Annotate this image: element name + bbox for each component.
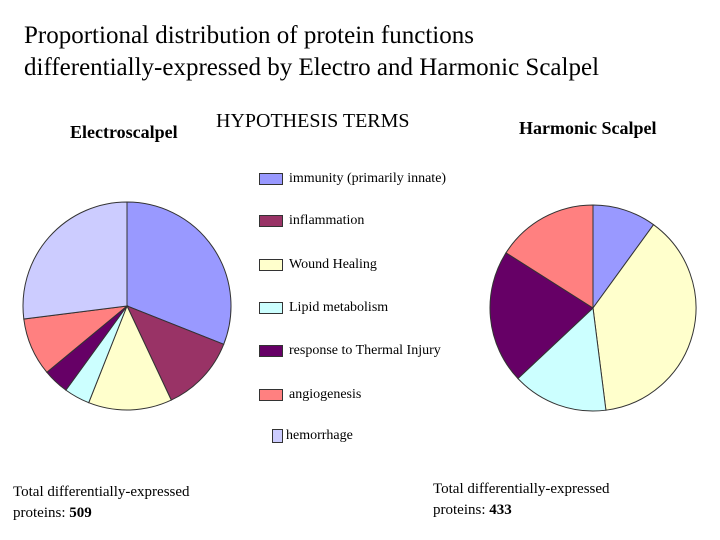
legend-item-angiogenesis: angiogenesis xyxy=(259,386,361,404)
harmonic-scalpel-total: Total differentially-expressed proteins:… xyxy=(433,479,610,521)
title-line-2: differentially-expressed by Electro and … xyxy=(24,54,600,81)
pie-slice-hemorrhage xyxy=(22,201,128,320)
legend-item-hemorrhage: hemorrhage xyxy=(272,427,353,445)
pie-slice-angiogenesis xyxy=(505,204,594,309)
legend-item-inflammation: inflammation xyxy=(259,212,364,230)
legend-label-thermal-injury: response to Thermal Injury xyxy=(289,343,441,358)
legend-label-angiogenesis: angiogenesis xyxy=(289,387,362,402)
pie-slice-lipid-metabolism xyxy=(517,306,607,412)
pie-slice-wound-healing xyxy=(88,304,172,411)
legend-item-immunity: immunity (primarily innate) xyxy=(259,170,446,188)
pie-slice-response-to-thermal-injury xyxy=(489,252,594,380)
legend-swatch-thermal-injury xyxy=(259,345,283,357)
legend-swatch-inflammation xyxy=(259,215,283,227)
electroscalpel-total-label: Total differentially-expressed xyxy=(13,484,190,500)
legend-label-immunity: immunity (primarily innate) xyxy=(289,171,447,186)
electroscalpel-total: Total differentially-expressed proteins:… xyxy=(13,482,190,524)
harmonic-scalpel-total-label: Total differentially-expressed xyxy=(433,481,610,497)
electroscalpel-pie-chart xyxy=(22,201,232,411)
electroscalpel-pie-title: Electroscalpel xyxy=(70,122,178,142)
legend-swatch-angiogenesis xyxy=(259,389,283,401)
legend-swatch-immunity xyxy=(259,173,283,185)
title-line-1: Proportional distribution of protein fun… xyxy=(24,22,474,49)
legend-label-lipid-metabolism: Lipid metabolism xyxy=(289,300,389,315)
harmonic-scalpel-total-prefix: proteins: xyxy=(433,502,486,518)
legend-item-wound-healing: Wound Healing xyxy=(259,256,377,274)
harmonic-scalpel-pie-title: Harmonic Scalpel xyxy=(519,118,657,138)
pie-slice-immunity-primarily-innate xyxy=(126,201,232,345)
legend-label-wound-healing: Wound Healing xyxy=(289,257,377,272)
harmonic-scalpel-total-value: 433 xyxy=(489,502,512,518)
electroscalpel-total-prefix: proteins: xyxy=(13,505,66,521)
page-title: Proportional distribution of protein fun… xyxy=(24,20,714,84)
legend-label-hemorrhage: hemorrhage xyxy=(286,428,353,443)
harmonic-scalpel-pie-chart xyxy=(489,204,697,412)
legend-swatch-hemorrhage xyxy=(272,429,283,443)
legend-title: HYPOTHESIS TERMS xyxy=(216,110,410,132)
legend-label-inflammation: inflammation xyxy=(289,213,365,228)
pie-slice-inflammation xyxy=(126,305,225,401)
legend-swatch-wound-healing xyxy=(259,259,283,271)
legend-swatch-lipid-metabolism xyxy=(259,302,283,314)
legend-item-thermal-injury: response to Thermal Injury xyxy=(259,342,441,360)
electroscalpel-total-value: 509 xyxy=(69,505,92,521)
pie-slice-wound-healing xyxy=(592,223,697,411)
legend-item-lipid-metabolism: Lipid metabolism xyxy=(259,299,388,317)
